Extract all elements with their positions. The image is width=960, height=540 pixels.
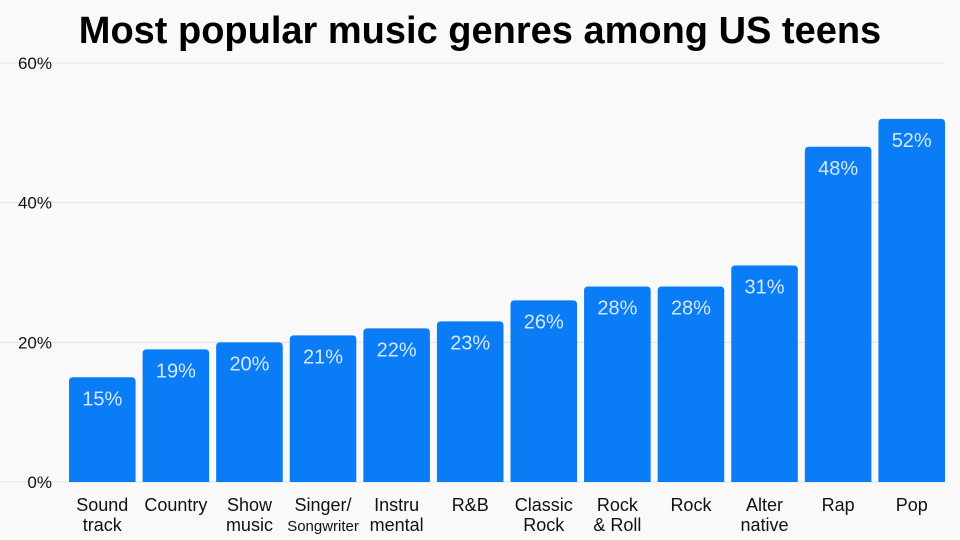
x-tick-label: Classic Rock [515,495,573,535]
x-tick-label: Rap [822,495,855,515]
bar [363,328,430,482]
bar [584,286,651,482]
bar [657,286,725,482]
y-axis: 0% 20% 40% 60% [18,54,52,492]
bar [69,377,136,482]
x-tick-label: Country [144,495,207,515]
data-label: 26% [524,311,564,333]
data-label: 28% [671,297,711,319]
y-tick-label: 60% [18,54,52,73]
bar [142,349,210,482]
chart-title: Most popular music genres among US teens [79,10,881,52]
data-label: 22% [377,339,417,361]
bar [731,265,798,482]
data-label: 52% [892,130,932,152]
bar [804,146,872,483]
x-tick-label: Instru mental [370,495,424,535]
data-label: 28% [597,297,637,319]
x-tick-label: Pop [896,495,928,515]
x-axis: Sound track Country Show music Singer/Songwri… [76,495,927,535]
x-tick-label: Show music [226,495,273,535]
data-label: 15% [82,388,122,410]
data-label: 19% [156,360,196,382]
bar [289,335,357,482]
x-tick-label: Singer/Songwriter [287,495,359,535]
bar [216,342,283,482]
data-label: 48% [818,158,858,180]
data-label: 21% [303,346,343,368]
y-tick-label: 20% [18,333,52,352]
bars: 15% 19% 20% 21% 22% 23% 26% 28% 28% 31% 48% 52% [69,118,945,483]
x-tick-label: R&B [452,495,489,515]
bar [510,300,578,482]
x-tick-label: Alter native [741,495,789,535]
bar [436,321,504,482]
x-tick-label: Rock & Roll [593,495,641,535]
y-tick-label: 0% [27,473,52,492]
data-label: 31% [745,277,785,299]
data-label: 20% [229,353,269,375]
bar [878,118,945,482]
y-tick-label: 40% [18,194,52,213]
x-tick-label: Rock [670,495,712,515]
data-label: 23% [450,332,490,354]
x-tick-label: Sound track [76,495,128,535]
